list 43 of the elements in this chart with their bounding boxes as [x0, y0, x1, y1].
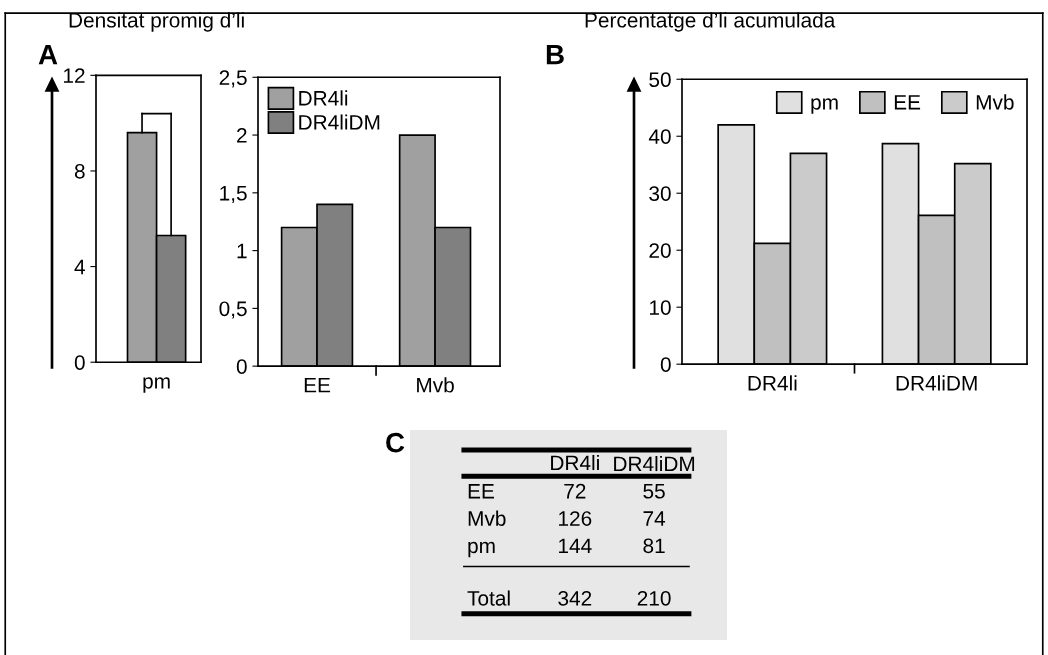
- y-tick-label: 8: [74, 163, 85, 179]
- x-tick-label: DR4li: [748, 375, 797, 391]
- y-tick-label: 0,5: [219, 301, 247, 319]
- text: EE: [468, 484, 494, 499]
- legend-label: pm: [811, 98, 838, 114]
- legend-label: DR4liDM: [299, 114, 380, 130]
- x-tick-label: Mvb: [417, 377, 454, 393]
- text: 81: [643, 538, 665, 554]
- text: 72: [564, 483, 586, 499]
- text: 126: [559, 511, 592, 526]
- y-tick-label: 20: [649, 243, 671, 258]
- y-tick-label: 50: [649, 72, 671, 88]
- text: 342: [558, 590, 592, 606]
- y-tick-label: 1: [237, 243, 247, 259]
- y-tick-label: 4: [74, 259, 85, 275]
- x-tick-label: EE: [304, 378, 331, 393]
- text: 74: [643, 511, 666, 526]
- legend-label: DR4li: [299, 90, 348, 106]
- text: 144: [559, 538, 592, 553]
- legend-label: EE: [894, 95, 921, 110]
- text: Total: [467, 590, 510, 606]
- text: C: [386, 432, 405, 453]
- y-tick-label: 2,5: [219, 70, 247, 88]
- y-tick-label: 30: [649, 186, 671, 201]
- y-tick-label: 10: [650, 300, 671, 315]
- y-tick-label: 0: [74, 355, 85, 370]
- text: DR4liDM: [614, 455, 695, 472]
- text: 210: [637, 590, 671, 606]
- legend-label: Mvb: [976, 94, 1014, 110]
- text: 55: [643, 484, 665, 499]
- y-tick-label: 0: [660, 357, 671, 372]
- text: pm: [468, 541, 495, 558]
- text: A: [38, 45, 58, 65]
- text: Mvb: [468, 510, 506, 526]
- text: B: [546, 45, 564, 65]
- x-tick-label: DR4liDM: [896, 375, 977, 391]
- x-tick-label: pm: [143, 377, 170, 393]
- y-tick-label: 12: [64, 68, 85, 83]
- text: DR4li: [551, 454, 599, 471]
- y-tick-label: 0: [236, 359, 247, 374]
- y-tick-label: 2: [237, 128, 247, 143]
- y-tick-label: 1,5: [220, 186, 247, 204]
- y-tick-label: 40: [648, 129, 671, 144]
